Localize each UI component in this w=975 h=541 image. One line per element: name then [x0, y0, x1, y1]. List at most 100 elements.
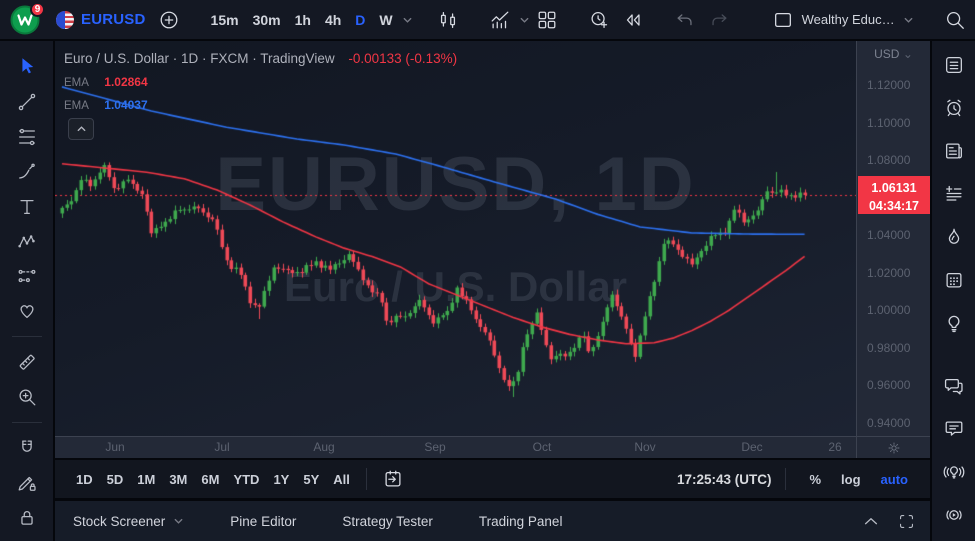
- range-button-3m[interactable]: 3M: [169, 471, 188, 487]
- toolbar-divider: [365, 468, 367, 490]
- range-button-5d[interactable]: 5D: [106, 471, 124, 487]
- range-button-5y[interactable]: 5Y: [303, 471, 320, 487]
- search-button[interactable]: [938, 5, 972, 35]
- hotlists-icon[interactable]: [940, 226, 968, 248]
- watchlist-icon[interactable]: [940, 54, 968, 76]
- bar-replay-button[interactable]: [616, 5, 650, 35]
- tab-pine-editor[interactable]: Pine Editor: [230, 513, 297, 529]
- scale-buttons-group: % log auto: [795, 468, 914, 491]
- range-button-1d[interactable]: 1D: [76, 471, 93, 487]
- indicators-icon: [489, 9, 511, 31]
- time-label: Jul: [214, 440, 230, 454]
- zoom-in-tool-icon[interactable]: [10, 385, 44, 409]
- lock-all-drawings-icon[interactable]: [10, 506, 44, 530]
- cursor-tool-icon[interactable]: [10, 55, 44, 79]
- price-axis[interactable]: USD ⌄ 1.12000 1.10000 1.08000 1.04000 1.0200…: [856, 41, 931, 458]
- candles-style-icon: [437, 9, 459, 31]
- chart-pane[interactable]: EURUSD, 1D Euro / U.S. Dollar Euro / U.S…: [55, 41, 856, 436]
- public-chats-icon[interactable]: [940, 375, 968, 397]
- undo-arrow-icon: [674, 9, 696, 31]
- indicators-chevron-down-icon[interactable]: [519, 15, 530, 25]
- range-button-6m[interactable]: 6M: [201, 471, 220, 487]
- price-label: 1.10000: [867, 115, 911, 130]
- price-label: 1.04000: [867, 228, 911, 242]
- tab-stock-screener[interactable]: Stock Screener: [73, 514, 184, 529]
- currency-selector[interactable]: USD ⌄: [874, 47, 913, 61]
- time-axis[interactable]: Jun Jul Aug Sep Oct Nov Dec 26: [55, 436, 856, 458]
- ema-fast-row[interactable]: EMA 1.02864: [64, 75, 457, 89]
- tab-trading-panel[interactable]: Trading Panel: [478, 513, 563, 529]
- timeframe-button-30m[interactable]: 30m: [252, 11, 281, 28]
- toolbar-divider: [785, 468, 787, 490]
- legend-title-row[interactable]: Euro / U.S. Dollar · 1D · FXCM · Trading…: [64, 51, 457, 66]
- right-sidebar: [930, 41, 975, 541]
- axis-settings-corner[interactable]: [857, 436, 931, 458]
- create-alert-button[interactable]: [582, 5, 616, 35]
- tab-strategy-tester[interactable]: Strategy Tester: [342, 513, 433, 529]
- scale-button-%[interactable]: %: [809, 471, 822, 487]
- economic-calendar-icon[interactable]: [940, 269, 968, 291]
- stay-in-drawing-mode-icon[interactable]: [10, 471, 44, 495]
- text-tool-icon[interactable]: [10, 195, 44, 219]
- utc-clock[interactable]: 17:25:43 (UTC): [676, 471, 772, 487]
- private-chats-icon[interactable]: [940, 418, 968, 440]
- time-label: Dec: [741, 440, 763, 454]
- timeframe-button-d[interactable]: D: [355, 11, 366, 28]
- fib-retracement-tool-icon[interactable]: [10, 125, 44, 149]
- layout-selector[interactable]: Wealthy Educ…: [766, 5, 920, 35]
- streams-icon[interactable]: [940, 504, 968, 526]
- redo-button[interactable]: [702, 5, 736, 35]
- forecast-tool-icon[interactable]: [10, 265, 44, 289]
- timeframe-button-4h[interactable]: 4h: [324, 11, 342, 28]
- range-button-1m[interactable]: 1M: [137, 471, 156, 487]
- go-to-date-button[interactable]: [376, 464, 410, 494]
- emoji-tool-icon[interactable]: [10, 299, 44, 323]
- legend-collapse-button[interactable]: [68, 118, 94, 140]
- timeframe-button-15m[interactable]: 15m: [210, 11, 239, 28]
- price-chart-canvas[interactable]: [55, 41, 856, 436]
- brush-tool-icon[interactable]: [10, 160, 44, 184]
- range-button-1y[interactable]: 1Y: [273, 471, 290, 487]
- layout-templates-button[interactable]: [530, 5, 564, 35]
- ema-slow-row[interactable]: EMA 1.04037: [64, 98, 457, 112]
- alerts-icon[interactable]: [940, 97, 968, 119]
- scale-button-auto[interactable]: auto: [880, 471, 908, 487]
- broker-logo[interactable]: 9: [10, 1, 45, 35]
- price-label: 1.08000: [867, 153, 911, 167]
- scale-button-log[interactable]: log: [841, 471, 861, 487]
- price-label: 1.12000: [867, 78, 911, 92]
- tool-divider: [11, 336, 42, 338]
- timeframes-chevron-down-icon[interactable]: [402, 15, 413, 25]
- ideas-stream-icon[interactable]: [940, 461, 968, 483]
- price-label: 0.98000: [867, 340, 911, 355]
- panel-chevron-up-icon[interactable]: [861, 511, 881, 531]
- bottom-toolbar: 1D 5D 1M 3M 6M YTD 1Y 5Y All 17:25:43 (UTC) % log…: [55, 458, 930, 498]
- panel-maximize-icon[interactable]: [897, 512, 916, 531]
- measure-tool-icon[interactable]: [10, 350, 44, 374]
- compare-add-symbol-button[interactable]: [152, 5, 186, 35]
- layout-name: Wealthy Educ…: [801, 12, 895, 27]
- range-button-all[interactable]: All: [333, 471, 350, 487]
- undo-button[interactable]: [668, 5, 702, 35]
- chart-legend: Euro / U.S. Dollar · 1D · FXCM · Trading…: [64, 51, 457, 112]
- chart-style-button[interactable]: [431, 5, 465, 35]
- ema-fast-value: 1.02864: [104, 75, 148, 89]
- tool-divider: [11, 422, 42, 424]
- trend-line-tool-icon[interactable]: [10, 90, 44, 114]
- timeframe-button-w[interactable]: W: [379, 11, 393, 28]
- pattern-tool-icon[interactable]: [10, 230, 44, 254]
- last-price-tag: 1.06131 04:34:17: [858, 176, 930, 215]
- plus-circle-icon: [158, 9, 180, 31]
- sun-icon: [886, 440, 902, 456]
- news-icon[interactable]: [940, 140, 968, 162]
- symbol-button[interactable]: EURUSD: [50, 7, 152, 33]
- text-notes-icon[interactable]: [940, 183, 968, 205]
- time-label: Aug: [313, 440, 335, 454]
- ideas-icon[interactable]: [940, 312, 968, 334]
- time-label: Jun: [105, 440, 125, 454]
- indicators-button[interactable]: [483, 5, 517, 35]
- magnet-mode-icon[interactable]: [10, 436, 44, 460]
- range-button-ytd[interactable]: YTD: [233, 471, 260, 487]
- timeframe-button-1h[interactable]: 1h: [294, 11, 311, 28]
- price-label: 1.00000: [867, 303, 911, 317]
